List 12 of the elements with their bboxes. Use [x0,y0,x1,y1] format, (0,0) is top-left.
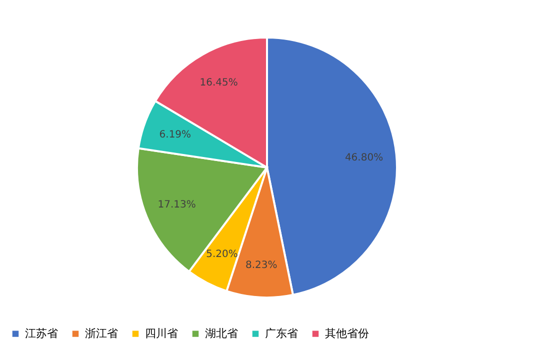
data-label: 6.19% [159,130,192,141]
legend-label: 浙江省 [85,326,118,340]
data-label: 46.80% [344,152,384,164]
legend-label: 其他省份 [325,326,369,340]
data-label: 17.13% [158,200,196,211]
legend-label: 江苏省 [25,326,58,340]
legend-label: 四川省 [145,326,178,340]
legend-label: 湖北省 [205,326,238,340]
data-label: 5.20% [206,249,238,260]
data-label: 16.45% [200,78,238,89]
legend-label: 广东省 [265,326,298,340]
data-label: 8.23% [246,260,278,271]
